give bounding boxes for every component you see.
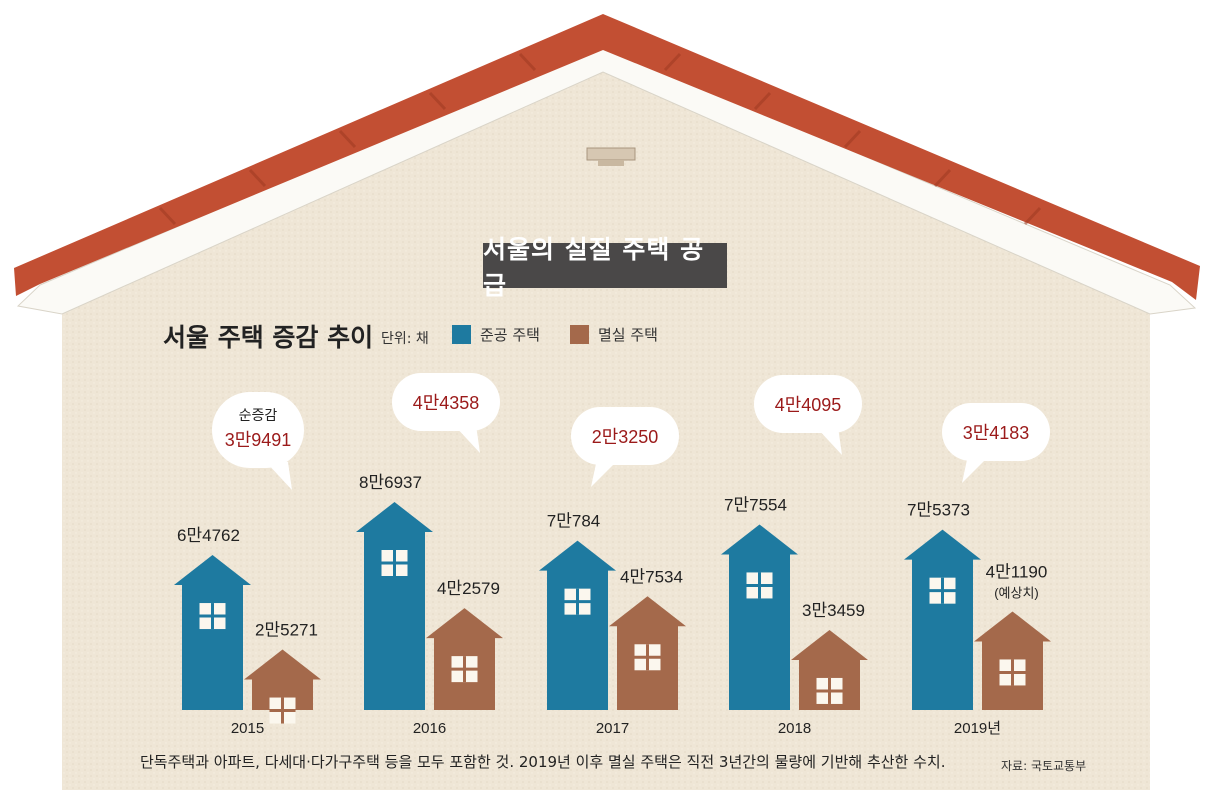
legend-swatch-demolished [570, 325, 589, 344]
x-tick-label-2017: 2017 [596, 720, 629, 737]
legend-item-completed: 준공 주택 [452, 324, 540, 345]
source-label: 자료: 국토교통부 [1001, 759, 1087, 773]
legend-label-completed: 준공 주택 [480, 326, 540, 344]
bar-completed-2017 [539, 540, 616, 710]
net-increase-value-2019년: 3만4183 [963, 423, 1030, 443]
net-increase-value-2018: 4만4095 [775, 395, 842, 415]
legend-label-demolished: 멸실 주택 [598, 326, 658, 344]
page-title: 서울의 실질 주택 공급 [483, 235, 727, 300]
net-increase-label: 순증감 [239, 407, 278, 423]
legend-item-demolished: 멸실 주택 [570, 324, 658, 345]
data-label-completed-2015: 6만4762 [177, 526, 240, 545]
data-label-completed-2016: 8만6937 [359, 473, 422, 492]
x-tick-label-2016: 2016 [413, 720, 446, 737]
data-label-completed-2018: 7만7554 [724, 495, 787, 514]
data-label-completed-2019년: 7만5373 [907, 501, 970, 520]
legend-swatch-completed [452, 325, 471, 344]
net-increase-value-2015: 3만9491 [225, 430, 292, 450]
net-increase-value-2017: 2만3250 [592, 427, 659, 447]
bar-demolished-2018 [791, 629, 868, 710]
bar-demolished-2015 [244, 649, 321, 710]
bar-completed-2018 [721, 524, 798, 710]
bar-completed-2015 [174, 555, 251, 710]
chart-plot: 6만4762 2만5271 2015 8만6937 4만2579 2016 7만784 4만7… [174, 373, 1051, 737]
net-increase-bubble-2019년 [942, 403, 1050, 483]
data-label-demolished-2018: 3만3459 [802, 601, 865, 620]
net-increase-value-2016: 4만4358 [413, 393, 480, 413]
x-tick-label-2015: 2015 [231, 720, 264, 737]
data-label-completed-2017: 7만784 [547, 512, 600, 531]
estimate-note: (예상치) [994, 585, 1039, 600]
roof-tile-lines [158, 52, 1042, 226]
bar-completed-2019년 [904, 529, 981, 710]
net-increase-bubble-2015 [212, 392, 304, 490]
data-label-demolished-2015: 2만5271 [255, 621, 318, 640]
chart-title: 서울 주택 증감 추이 [163, 323, 374, 352]
bar-completed-2016 [356, 502, 433, 710]
x-tick-label-2019년: 2019년 [954, 720, 1001, 737]
data-label-demolished-2019년: 4만1190 [986, 562, 1048, 581]
data-label-demolished-2017: 4만7534 [620, 567, 683, 586]
net-increase-bubble-2018 [754, 375, 862, 455]
data-label-demolished-2016: 4만2579 [437, 579, 500, 598]
roof-vent [586, 147, 636, 161]
footnote: 단독주택과 아파트, 다세대·다가구주택 등을 모두 포함한 것. 2019년 … [140, 753, 946, 771]
net-increase-bubble-2017 [571, 407, 679, 487]
unit-label: 단위: 채 [381, 331, 429, 347]
net-increase-bubble-2016 [392, 373, 500, 453]
x-tick-label-2018: 2018 [778, 720, 811, 737]
